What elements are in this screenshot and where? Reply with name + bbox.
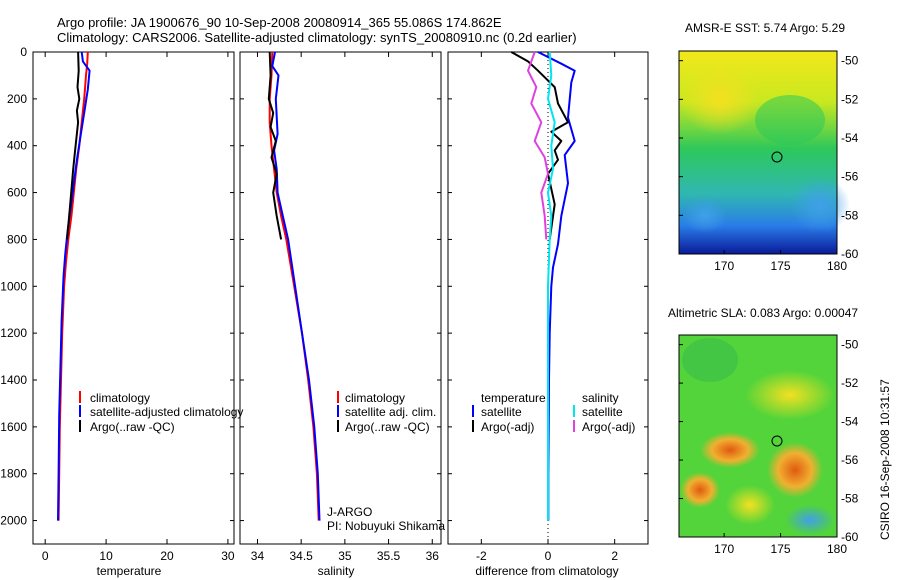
depth-axis: 0 200 400 600 800 1000 1200 1400 1600 1800 2000: [0, 45, 27, 528]
map-y-tick-label: -60: [841, 530, 859, 544]
y-tick-label: 600: [7, 186, 27, 200]
map-x-tick-label: 170: [714, 542, 734, 556]
map-y-tick-label: -58: [841, 208, 859, 222]
map-x-tick-label: 170: [714, 259, 734, 273]
title-line-1: Argo profile: JA 1900676_90 10-Sep-2008 …: [57, 15, 502, 30]
map-y-tick-label: -56: [841, 170, 859, 184]
map-y-tick-label: -52: [841, 92, 859, 106]
x-tick-label: 2: [611, 549, 618, 563]
x-tick-label: 0: [42, 549, 49, 563]
sst-cool-patch: [755, 95, 825, 145]
legend-label-temp-argo: Argo(-adj): [481, 420, 534, 434]
argo-position-marker: [771, 151, 783, 163]
map-x-tick-label: 175: [771, 542, 791, 556]
salinity-legend: climatology satellite adj. clim. Argo(..…: [337, 391, 436, 434]
y-tick-label: 2000: [0, 514, 27, 528]
argo-position-marker: [771, 435, 783, 447]
map-y-tick-label: -50: [841, 54, 859, 68]
y-tick-label: 1000: [0, 279, 27, 293]
map-x-tick-label: 175: [771, 259, 791, 273]
series-line-temperature-satellite: [537, 51, 576, 521]
x-tick-label: 36: [426, 549, 440, 563]
y-tick-label: 1400: [0, 373, 27, 387]
x-tick-label: 20: [160, 549, 174, 563]
sla-low-patch: [785, 505, 835, 535]
x-tick-label: 0: [545, 549, 552, 563]
salinity-panel: [239, 51, 442, 545]
annotation-pi: PI: Nobuyuki Shikama: [327, 519, 445, 533]
map-y-tick-label: -56: [841, 453, 859, 467]
x-tick-label: 34: [251, 549, 265, 563]
y-tick-label: 0: [20, 45, 27, 59]
sla-high-patch: [680, 472, 720, 508]
sst-map-title: AMSR-E SST: 5.74 Argo: 5.29: [685, 21, 845, 35]
series-line-argo-raw-qc-: [267, 51, 283, 240]
sst-cold-patch: [790, 177, 850, 233]
difference-axis-label: difference from climatology: [475, 564, 618, 578]
series-line-argo-raw-qc-: [66, 51, 81, 240]
temperature-plot: 0 10 20 30: [33, 51, 235, 563]
x-tick-label: 10: [99, 549, 113, 563]
y-tick-label: 1800: [0, 467, 27, 481]
x-tick-label: 30: [221, 549, 235, 563]
x-tick-label: -2: [476, 549, 487, 563]
series-line-salinity-satellite: [547, 51, 556, 521]
sla-map: [678, 334, 838, 538]
y-tick-label: 1600: [0, 420, 27, 434]
y-tick-label: 400: [7, 139, 27, 153]
legend-label-argo: Argo(..raw -QC): [345, 420, 430, 434]
x-tick-label: 34.5: [289, 549, 313, 563]
sla-patch: [682, 338, 738, 382]
salinity-plot: 34 34.5 35 35.5 36: [240, 51, 441, 563]
sst-map-frame: [678, 50, 838, 255]
legend-label-temp-satellite: satellite: [481, 405, 522, 419]
legend-label-satellite: satellite-adjusted climatology: [90, 405, 243, 419]
title-line-2: Climatology: CARS2006. Satellite-adjuste…: [57, 30, 577, 45]
sst-warm-patch: [680, 65, 760, 135]
sla-map-title: Altimetric SLA: 0.083 Argo: 0.00047: [668, 306, 858, 320]
annotation-program: J-ARGO: [327, 505, 372, 519]
map-x-tick-label: 180: [827, 259, 847, 273]
difference-legend: temperature salinity satellite Argo(-adj…: [472, 391, 635, 434]
legend-label-satellite: satellite adj. clim.: [345, 405, 436, 419]
x-tick-label: 35.5: [377, 549, 401, 563]
y-tick-label: 200: [7, 92, 27, 106]
map-y-tick-label: -60: [841, 247, 859, 261]
sla-map-frame: [678, 334, 838, 538]
y-tick-label: 1200: [0, 326, 27, 340]
sla-patch: [725, 485, 775, 525]
legend-label-climatology: climatology: [90, 391, 150, 405]
sla-high-patch: [700, 432, 760, 468]
y-tick-label: 800: [7, 232, 27, 246]
series-line-temperature-argo-adj-: [510, 51, 569, 240]
sla-patch: [745, 370, 835, 420]
map-y-tick-label: -54: [841, 131, 859, 145]
x-tick-label: 35: [338, 549, 352, 563]
series-line-salinity-argo-adj-: [527, 51, 549, 240]
series-line-satellite-adjusted-climatology: [57, 51, 91, 521]
map-y-tick-label: -58: [841, 492, 859, 506]
legend-header-salinity: salinity: [582, 391, 619, 405]
map-y-tick-label: -54: [841, 415, 859, 429]
map-y-tick-label: -50: [841, 338, 859, 352]
legend-header-temperature: temperature: [481, 391, 546, 405]
temperature-panel: [32, 51, 235, 545]
salinity-axis-label: salinity: [318, 564, 355, 578]
temperature-legend: climatology satellite-adjusted climatolo…: [79, 391, 243, 434]
map-x-tick-label: 180: [827, 542, 847, 556]
legend-label-sal-argo: Argo(-adj): [582, 420, 635, 434]
map-y-tick-label: -52: [841, 376, 859, 390]
legend-label-argo: Argo(..raw -QC): [90, 420, 175, 434]
sla-high-patch: [767, 442, 823, 498]
sst-cold-patch: [683, 197, 727, 233]
sst-map: [678, 50, 850, 255]
credit-timestamp: CSIRO 16-Sep-2008 10:31:57: [878, 379, 892, 540]
difference-plot: -2 0 2: [448, 51, 648, 563]
series-line-satellite-adj-clim-: [271, 51, 321, 521]
legend-label-sal-satellite: satellite: [582, 405, 623, 419]
legend-label-climatology: climatology: [345, 391, 405, 405]
map-axes: 170 175 180 -50 -52 -54 -56 -58 -60 170 175 180 -50 -…: [679, 54, 859, 556]
temperature-axis-label: temperature: [97, 564, 162, 578]
